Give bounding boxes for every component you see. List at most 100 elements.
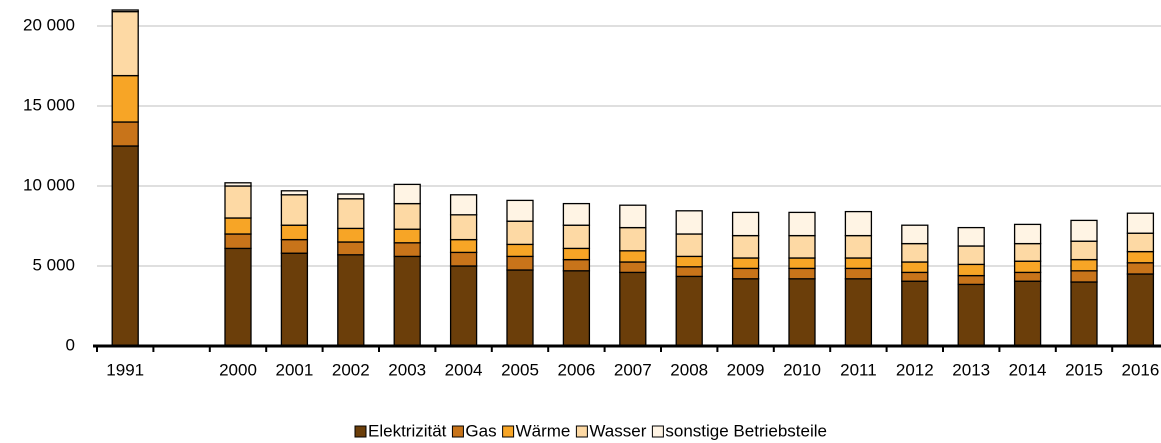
- legend-swatch: [502, 425, 515, 438]
- x-tick-label: 2006: [557, 360, 595, 379]
- bar-segment: [788, 267, 816, 280]
- bar-segment: [731, 211, 760, 237]
- x-tick-label: 2015: [1065, 360, 1103, 379]
- bar-segment: [788, 278, 816, 347]
- x-tick-label: 2014: [1009, 360, 1047, 379]
- bar-segment: [393, 255, 421, 347]
- bar-segment: [337, 241, 365, 256]
- legend-label: sonstige Betriebsteile: [665, 421, 827, 440]
- x-tick-label: 2003: [388, 360, 426, 379]
- x-tick-label: 2009: [727, 360, 765, 379]
- bar-segment: [1013, 223, 1042, 245]
- bar-segment: [337, 227, 365, 243]
- bar-segment: [280, 190, 309, 196]
- legend-swatch: [575, 425, 588, 438]
- bar-segment: [280, 194, 309, 226]
- bar-segment: [731, 278, 760, 347]
- bar-segment: [224, 182, 252, 187]
- bar-segment: [280, 224, 309, 241]
- bar-segment: [1070, 258, 1098, 272]
- bar-segment: [901, 261, 929, 274]
- bar-segment: [788, 257, 816, 270]
- bar-segment: [506, 255, 534, 271]
- bar-segment: [731, 267, 760, 280]
- y-tick-label: 0: [66, 335, 75, 354]
- bar-segment: [1126, 273, 1155, 347]
- bar-segment: [1013, 260, 1042, 274]
- x-tick-label: 2012: [896, 360, 934, 379]
- bar-segment: [619, 204, 647, 229]
- bar-segment: [224, 217, 252, 235]
- legend-swatch: [651, 425, 664, 438]
- x-tick-label: 2011: [840, 360, 877, 379]
- x-tick-label: 2013: [952, 360, 990, 379]
- bar-segment: [562, 258, 591, 272]
- bar-segment: [506, 199, 534, 222]
- legend-label: Wärme: [516, 421, 571, 440]
- bar-segment: [1070, 281, 1098, 347]
- bar-segment: [506, 220, 534, 246]
- bar-segment: [788, 211, 816, 237]
- bar-segment: [111, 121, 139, 147]
- bar-segment: [1070, 270, 1098, 283]
- bar-segment: [449, 214, 478, 241]
- bar-segment: [562, 202, 591, 226]
- legend-swatch: [451, 425, 464, 438]
- x-tick-label: 2000: [219, 360, 257, 379]
- y-tick-label: 20 000: [23, 15, 75, 34]
- bar-segment: [393, 202, 421, 230]
- bar-segment: [675, 233, 703, 258]
- bar-segment: [731, 257, 760, 270]
- bar-segment: [844, 278, 873, 347]
- x-tick-label: 2001: [275, 360, 313, 379]
- bar-segment: [619, 226, 647, 252]
- bar-segment: [506, 269, 534, 347]
- bar-segment: [619, 250, 647, 263]
- bar-segment: [506, 243, 534, 258]
- legend-label: Elektrizität: [368, 421, 447, 440]
- bar-segment: [844, 210, 873, 237]
- bar-segment: [788, 234, 816, 259]
- x-tick-label: 2002: [332, 360, 370, 379]
- bar-segment: [393, 242, 421, 258]
- y-tick-label: 15 000: [23, 95, 75, 114]
- x-tick-label: 2008: [670, 360, 708, 379]
- x-tick-label: 2005: [501, 360, 539, 379]
- bar-segment: [1013, 280, 1042, 347]
- bar-segment: [111, 9, 139, 13]
- bar-segment: [562, 224, 591, 250]
- x-tick-label: 2010: [783, 360, 821, 379]
- bar-segment: [111, 145, 139, 347]
- x-tick-label: 2004: [445, 360, 483, 379]
- bar-segment: [731, 234, 760, 259]
- x-tick-label: 2007: [614, 360, 652, 379]
- y-tick-label: 5 000: [32, 255, 75, 274]
- bar-segment: [1126, 250, 1155, 264]
- bar-segment: [337, 254, 365, 347]
- bar-segment: [337, 198, 365, 230]
- bar-segment: [619, 271, 647, 347]
- bar-segment: [957, 245, 985, 266]
- bar-segment: [619, 261, 647, 274]
- bar-segment: [449, 251, 478, 267]
- bar-segment: [449, 194, 478, 216]
- bar-segment: [844, 267, 873, 280]
- bar-segment: [1126, 212, 1155, 234]
- bar-segment: [1126, 232, 1155, 253]
- bar-segment: [1126, 262, 1155, 275]
- bar-segment: [1070, 240, 1098, 261]
- bar-segment: [901, 271, 929, 282]
- bar-segment: [957, 274, 985, 286]
- legend-swatch: [354, 425, 367, 438]
- bar-segment: [1013, 271, 1042, 282]
- bar-segment: [675, 266, 703, 278]
- bar-segment: [675, 255, 703, 268]
- legend-label: Wasser: [589, 421, 646, 440]
- bar-segment: [393, 183, 421, 205]
- bar-segment: [844, 234, 873, 259]
- legend-label: Gas: [465, 421, 496, 440]
- bar-segment: [449, 238, 478, 254]
- bar-segment: [1070, 219, 1098, 242]
- bar-segment: [111, 74, 139, 123]
